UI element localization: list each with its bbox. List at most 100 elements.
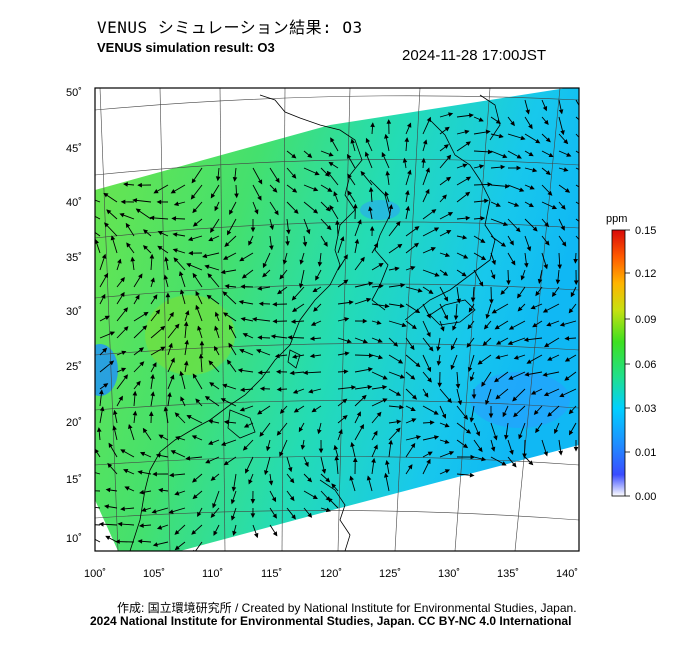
wind-arrow-head [305, 229, 311, 235]
low-ozone-patch [360, 200, 400, 220]
lon-tick: 135˚ [497, 568, 519, 580]
wind-arrow-head [212, 503, 217, 509]
wind-arrow-head [156, 525, 163, 530]
wind-arrow-head [298, 283, 304, 289]
wind-arrow-shaft [575, 184, 579, 188]
wind-arrow-head [298, 427, 304, 433]
wind-arrow-head [291, 295, 297, 301]
forecast-timestamp: 2024-11-28 17:00JST [402, 47, 546, 64]
wind-arrow-head [215, 176, 221, 182]
wind-arrow-head [448, 112, 454, 117]
wind-arrow-head [243, 423, 250, 428]
wind-arrow-head [325, 477, 331, 483]
wind-arrow-head [326, 225, 332, 231]
wind-arrow-head [545, 137, 551, 143]
wind-arrow-head [170, 357, 175, 363]
wind-arrow-head [570, 292, 576, 298]
wind-arrow-head [85, 505, 88, 508]
wind-arrow-head [208, 360, 214, 366]
colorbar: ppm 0.15 0.12 0.09 0.06 0.03 0.01 0.00 [606, 213, 656, 503]
wind-arrow-head [259, 386, 265, 392]
colorbar-label: 0.06 [635, 359, 656, 371]
wind-arrow-head [465, 215, 471, 221]
wind-arrow-head [469, 417, 475, 423]
wind-arrow-head [210, 193, 216, 199]
wind-arrow-head [357, 219, 362, 225]
wind-arrow-head [103, 192, 109, 198]
wind-arrow-head [509, 449, 514, 455]
wind-arrow-head [344, 351, 350, 356]
wind-arrow-head [543, 451, 548, 457]
wind-arrow-head [530, 390, 537, 395]
wind-arrow-head [415, 362, 421, 368]
wind-arrow-head [84, 534, 88, 537]
wind-arrow-head [485, 129, 491, 135]
wind-arrow-head [495, 394, 501, 400]
wind-arrow-head [470, 454, 476, 460]
wind-arrow-head [311, 407, 317, 413]
wind-arrow-head [447, 397, 452, 404]
wind-arrow-head [466, 429, 472, 434]
wind-arrow-head [173, 257, 179, 263]
wind-arrow-head [382, 375, 388, 380]
wind-arrow-head [293, 208, 299, 214]
wind-arrow-head [149, 253, 155, 259]
wind-arrow-head [586, 191, 590, 194]
wind-arrow-head [192, 477, 198, 483]
wind-arrow-head [108, 442, 113, 448]
wind-arrow-head [501, 461, 507, 466]
wind-arrow-head [368, 367, 373, 372]
wind-arrow-head [279, 274, 285, 280]
wind-arrow-head [399, 404, 404, 410]
wind-arrow-head [463, 254, 469, 259]
wind-arrow-head [292, 307, 298, 312]
wind-arrow-head [381, 151, 386, 158]
wind-arrow-head [446, 154, 452, 160]
wind-arrow-head [370, 122, 375, 128]
wind-arrow-head [269, 224, 275, 231]
wind-arrow-head [239, 256, 245, 262]
wind-arrow-head [240, 387, 245, 393]
colorbar-label: 0.01 [635, 447, 656, 459]
wind-arrow-head [227, 230, 232, 236]
wind-arrow-head [270, 334, 276, 339]
wind-arrow-head [487, 182, 493, 187]
wind-arrow-head [138, 273, 143, 279]
wind-arrow-head [477, 447, 483, 453]
wind-arrow-head [560, 225, 565, 231]
wind-arrow-head [300, 444, 306, 450]
wind-arrow-head [276, 387, 282, 392]
wind-arrow-head [400, 283, 406, 288]
wind-arrow-head [317, 261, 323, 267]
wind-arrow-head [508, 375, 514, 380]
wind-arrow-head [343, 369, 349, 374]
wind-arrow-head [90, 229, 94, 232]
wind-arrow-head [410, 406, 416, 411]
map-title-english: VENUS simulation result: O3 [97, 40, 275, 55]
wind-arrow-head [376, 320, 382, 325]
wind-arrow-head [257, 195, 262, 201]
wind-arrow-head [175, 436, 181, 441]
lat-tick: 10˚ [66, 533, 82, 545]
wind-arrow-head [396, 419, 402, 425]
wind-arrow-head [479, 164, 485, 169]
wind-arrow-head [132, 198, 138, 203]
wind-arrow-head [384, 191, 389, 197]
colorbar-label: 0.03 [635, 403, 656, 415]
wind-arrow-head [444, 423, 450, 428]
wind-arrow-head [291, 173, 297, 179]
map-frame [94, 87, 580, 552]
wind-arrow-head [535, 138, 541, 144]
wind-arrow-head [516, 154, 522, 159]
credit-line: 作成: 国立環境研究所 / Created by National Instit… [117, 601, 577, 615]
wind-arrow-head [516, 165, 522, 171]
wind-arrow-head [152, 471, 157, 477]
wind-arrow-head [103, 222, 109, 228]
wind-arrow-head [480, 238, 486, 243]
wind-arrow-head [186, 263, 192, 268]
wind-arrow-head [287, 467, 293, 473]
wind-arrow-head [310, 321, 317, 326]
wind-arrow-head [368, 281, 374, 287]
wind-arrow-head [545, 170, 551, 176]
wind-arrow-head [106, 209, 112, 215]
